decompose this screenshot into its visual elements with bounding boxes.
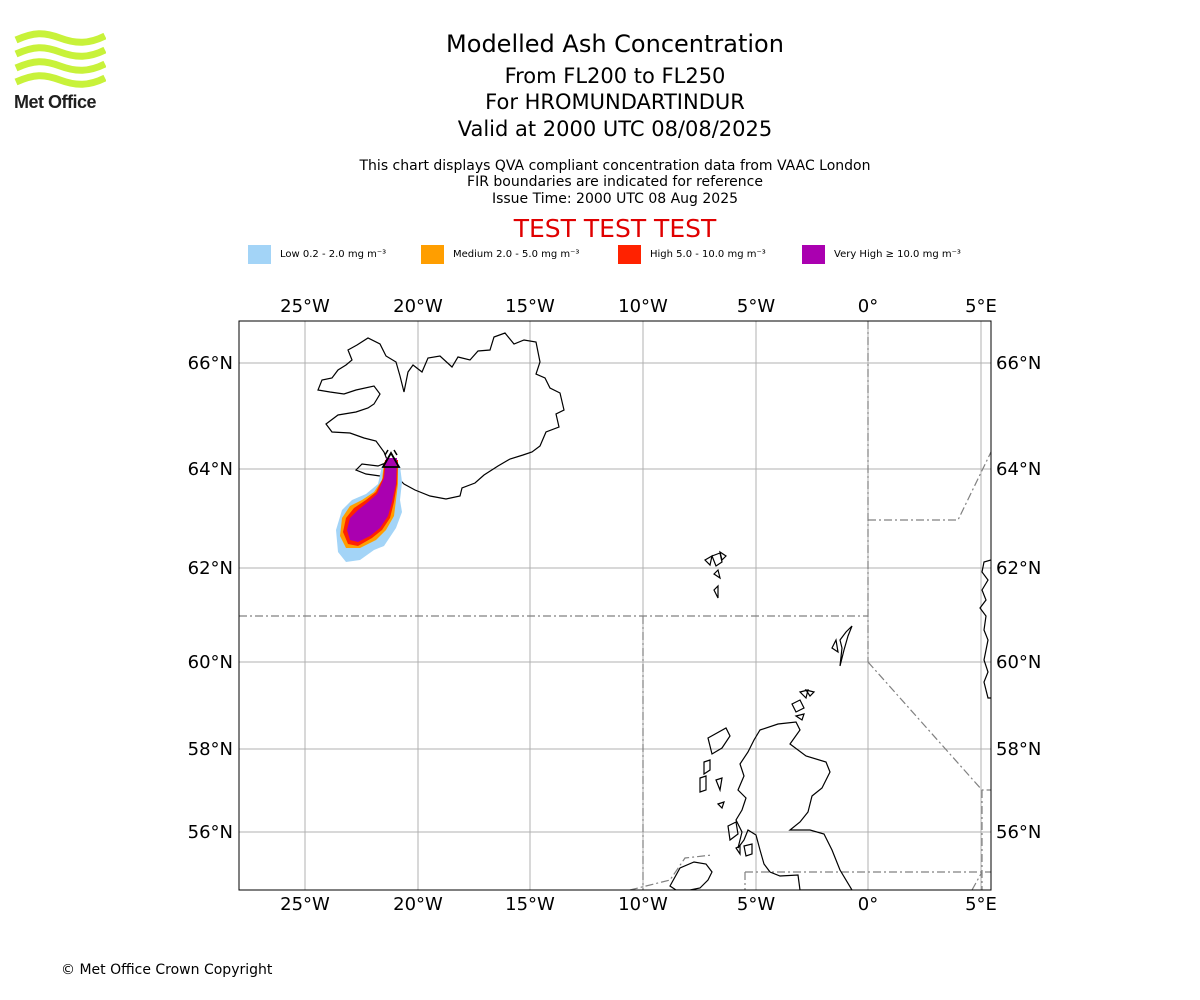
legend-label-high: High 5.0 - 10.0 mg m⁻³ — [650, 248, 766, 260]
lat-labels-left: 66°N 64°N 62°N 60°N 58°N 56°N — [188, 353, 233, 843]
lon-label: 15°W — [505, 296, 555, 317]
legend-medium: Medium 2.0 - 5.0 mg m⁻³ — [421, 244, 579, 264]
met-office-logo-icon — [14, 30, 106, 88]
legend-label-medium: Medium 2.0 - 5.0 mg m⁻³ — [453, 248, 580, 260]
lat-label: 58°N — [188, 739, 233, 760]
lat-labels-right: 66°N 64°N 62°N 60°N 58°N 56°N — [996, 353, 1041, 843]
lat-label: 64°N — [996, 459, 1041, 480]
ash-very-high-area — [347, 458, 397, 542]
issue-time: Issue Time: 2000 UTC 08 Aug 2025 — [491, 191, 739, 207]
lat-label: 66°N — [996, 353, 1041, 374]
lat-label: 64°N — [188, 459, 233, 480]
lon-label: 20°W — [393, 894, 443, 915]
info-line-qva: This chart displays QVA compliant concen… — [359, 158, 871, 174]
lat-label: 60°N — [996, 652, 1041, 673]
lat-label: 60°N — [188, 652, 233, 673]
lon-label: 5°W — [737, 894, 775, 915]
info-line-fir: FIR boundaries are indicated for referen… — [467, 174, 763, 190]
coastlines — [317, 332, 991, 890]
copyright-notice: © Met Office Crown Copyright — [61, 962, 273, 978]
ash-plume — [336, 458, 402, 562]
legend-swatch-low — [248, 244, 271, 264]
legend-high: High 5.0 - 10.0 mg m⁻³ — [618, 244, 766, 264]
lon-label: 25°W — [280, 296, 330, 317]
lon-label: 20°W — [393, 296, 443, 317]
fir-boundaries — [239, 321, 991, 890]
lat-label: 66°N — [188, 353, 233, 374]
volcano-name: For HROMUNDARTINDUR — [485, 90, 745, 114]
lon-label: 25°W — [280, 894, 330, 915]
lon-labels-top: 25°W 20°W 15°W 10°W 5°W 0° 5°E — [280, 296, 997, 317]
lon-label: 0° — [858, 296, 878, 317]
legend-swatch-high — [618, 244, 641, 264]
map-frame — [238, 320, 992, 891]
test-banner: TEST TEST TEST — [513, 214, 717, 243]
lon-label: 5°E — [965, 296, 997, 317]
lon-label: 0° — [858, 894, 878, 915]
lat-label: 58°N — [996, 739, 1041, 760]
logo-text: Met Office — [14, 92, 97, 112]
lon-labels-bottom: 25°W 20°W 15°W 10°W 5°W 0° 5°E — [280, 894, 997, 915]
lon-label: 15°W — [505, 894, 555, 915]
lat-label: 62°N — [996, 558, 1041, 579]
volcano-marker-triangle-icon — [381, 449, 401, 468]
legend-label-low: Low 0.2 - 2.0 mg m⁻³ — [280, 248, 387, 260]
lon-label: 5°E — [965, 894, 997, 915]
graticule — [239, 321, 991, 890]
legend-swatch-medium — [421, 244, 444, 264]
flight-level-range: From FL200 to FL250 — [504, 64, 726, 88]
chart-title: Modelled Ash Concentration — [446, 30, 784, 58]
legend-swatch-very-high — [802, 244, 825, 264]
lat-label: 62°N — [188, 558, 233, 579]
lon-label: 5°W — [737, 296, 775, 317]
iceland-coast — [317, 332, 565, 500]
lat-label: 56°N — [996, 822, 1041, 843]
lon-label: 10°W — [618, 296, 668, 317]
scotland-coast — [735, 721, 853, 890]
legend-low: Low 0.2 - 2.0 mg m⁻³ — [248, 244, 386, 264]
lat-label: 56°N — [188, 822, 233, 843]
legend-label-very-high: Very High ≥ 10.0 mg m⁻³ — [834, 248, 961, 260]
valid-time: Valid at 2000 UTC 08/08/2025 — [457, 117, 773, 141]
lon-label: 10°W — [618, 894, 668, 915]
legend-very-high: Very High ≥ 10.0 mg m⁻³ — [802, 244, 961, 264]
